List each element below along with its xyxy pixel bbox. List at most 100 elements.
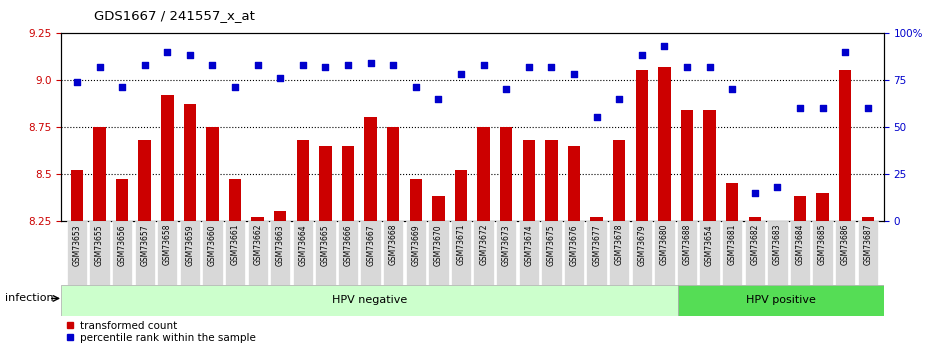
FancyBboxPatch shape <box>270 221 290 285</box>
Text: GSM73665: GSM73665 <box>321 224 330 266</box>
Text: infection: infection <box>5 294 54 303</box>
Bar <box>545 140 557 221</box>
Point <box>589 115 604 120</box>
Bar <box>297 140 309 221</box>
FancyBboxPatch shape <box>451 221 471 285</box>
Bar <box>523 140 535 221</box>
Bar <box>726 183 739 221</box>
Bar <box>613 140 625 221</box>
FancyBboxPatch shape <box>361 221 381 285</box>
Bar <box>681 110 693 221</box>
Text: GSM73678: GSM73678 <box>615 224 624 266</box>
FancyBboxPatch shape <box>225 221 245 285</box>
Text: GSM73688: GSM73688 <box>682 224 692 265</box>
FancyBboxPatch shape <box>541 221 561 285</box>
Text: HPV positive: HPV positive <box>745 295 816 305</box>
Point <box>634 52 650 58</box>
Bar <box>771 221 784 230</box>
Point <box>160 49 175 54</box>
Point <box>499 86 514 92</box>
FancyBboxPatch shape <box>337 221 358 285</box>
Bar <box>93 127 105 221</box>
Bar <box>161 95 174 221</box>
Bar <box>455 170 467 221</box>
Point <box>250 62 265 68</box>
FancyBboxPatch shape <box>857 221 878 285</box>
Bar <box>703 110 716 221</box>
Text: GSM73659: GSM73659 <box>185 224 195 266</box>
Text: GSM73663: GSM73663 <box>275 224 285 266</box>
Point <box>92 64 107 69</box>
Bar <box>816 193 829 221</box>
Bar <box>387 127 400 221</box>
Text: GDS1667 / 241557_x_at: GDS1667 / 241557_x_at <box>94 9 255 22</box>
Text: HPV negative: HPV negative <box>332 295 407 305</box>
Bar <box>635 70 648 221</box>
Text: GSM73669: GSM73669 <box>412 224 420 266</box>
Legend: transformed count, percentile rank within the sample: transformed count, percentile rank withi… <box>67 321 256 343</box>
FancyBboxPatch shape <box>790 221 810 285</box>
Text: GSM73673: GSM73673 <box>502 224 510 266</box>
Point <box>453 71 468 77</box>
Text: GSM73664: GSM73664 <box>298 224 307 266</box>
Text: GSM73662: GSM73662 <box>253 224 262 266</box>
FancyBboxPatch shape <box>112 221 133 285</box>
Point <box>770 184 785 190</box>
Point <box>860 105 875 111</box>
Point <box>838 49 853 54</box>
Text: GSM73677: GSM73677 <box>592 224 601 266</box>
FancyBboxPatch shape <box>429 221 448 285</box>
FancyBboxPatch shape <box>564 221 584 285</box>
Text: GSM73679: GSM73679 <box>637 224 647 266</box>
Text: GSM73657: GSM73657 <box>140 224 149 266</box>
Bar <box>70 170 83 221</box>
FancyBboxPatch shape <box>744 221 765 285</box>
Point <box>657 43 672 49</box>
Point <box>70 79 85 85</box>
Bar <box>342 146 354 221</box>
FancyBboxPatch shape <box>496 221 516 285</box>
FancyBboxPatch shape <box>406 221 426 285</box>
FancyBboxPatch shape <box>474 221 494 285</box>
Bar <box>658 67 670 221</box>
Text: GSM73683: GSM73683 <box>773 224 782 266</box>
Bar <box>138 140 151 221</box>
Bar <box>365 117 377 221</box>
FancyBboxPatch shape <box>587 221 607 285</box>
Bar <box>274 211 287 221</box>
FancyBboxPatch shape <box>654 221 675 285</box>
Text: GSM73681: GSM73681 <box>728 224 737 265</box>
Point <box>431 96 446 101</box>
FancyBboxPatch shape <box>67 221 87 285</box>
FancyBboxPatch shape <box>134 221 155 285</box>
Text: GSM73656: GSM73656 <box>118 224 127 266</box>
Text: GSM73680: GSM73680 <box>660 224 669 266</box>
Point <box>680 64 695 69</box>
Point <box>137 62 152 68</box>
Bar <box>206 127 219 221</box>
Point <box>725 86 740 92</box>
FancyBboxPatch shape <box>292 221 313 285</box>
Text: GSM73666: GSM73666 <box>344 224 352 266</box>
Bar <box>568 146 580 221</box>
Bar <box>61 285 678 316</box>
Point <box>702 64 717 69</box>
FancyBboxPatch shape <box>812 221 833 285</box>
Text: GSM73671: GSM73671 <box>457 224 465 266</box>
Bar <box>678 285 884 316</box>
FancyBboxPatch shape <box>835 221 855 285</box>
Bar <box>500 127 512 221</box>
Bar <box>410 179 422 221</box>
FancyBboxPatch shape <box>699 221 720 285</box>
FancyBboxPatch shape <box>89 221 110 285</box>
Point <box>747 190 762 195</box>
Text: GSM73661: GSM73661 <box>230 224 240 266</box>
Bar <box>793 196 807 221</box>
Point <box>318 64 333 69</box>
FancyBboxPatch shape <box>157 221 178 285</box>
Bar <box>478 127 490 221</box>
Text: GSM73672: GSM73672 <box>479 224 488 266</box>
Point <box>477 62 492 68</box>
Text: GSM73670: GSM73670 <box>434 224 443 266</box>
Point <box>340 62 355 68</box>
